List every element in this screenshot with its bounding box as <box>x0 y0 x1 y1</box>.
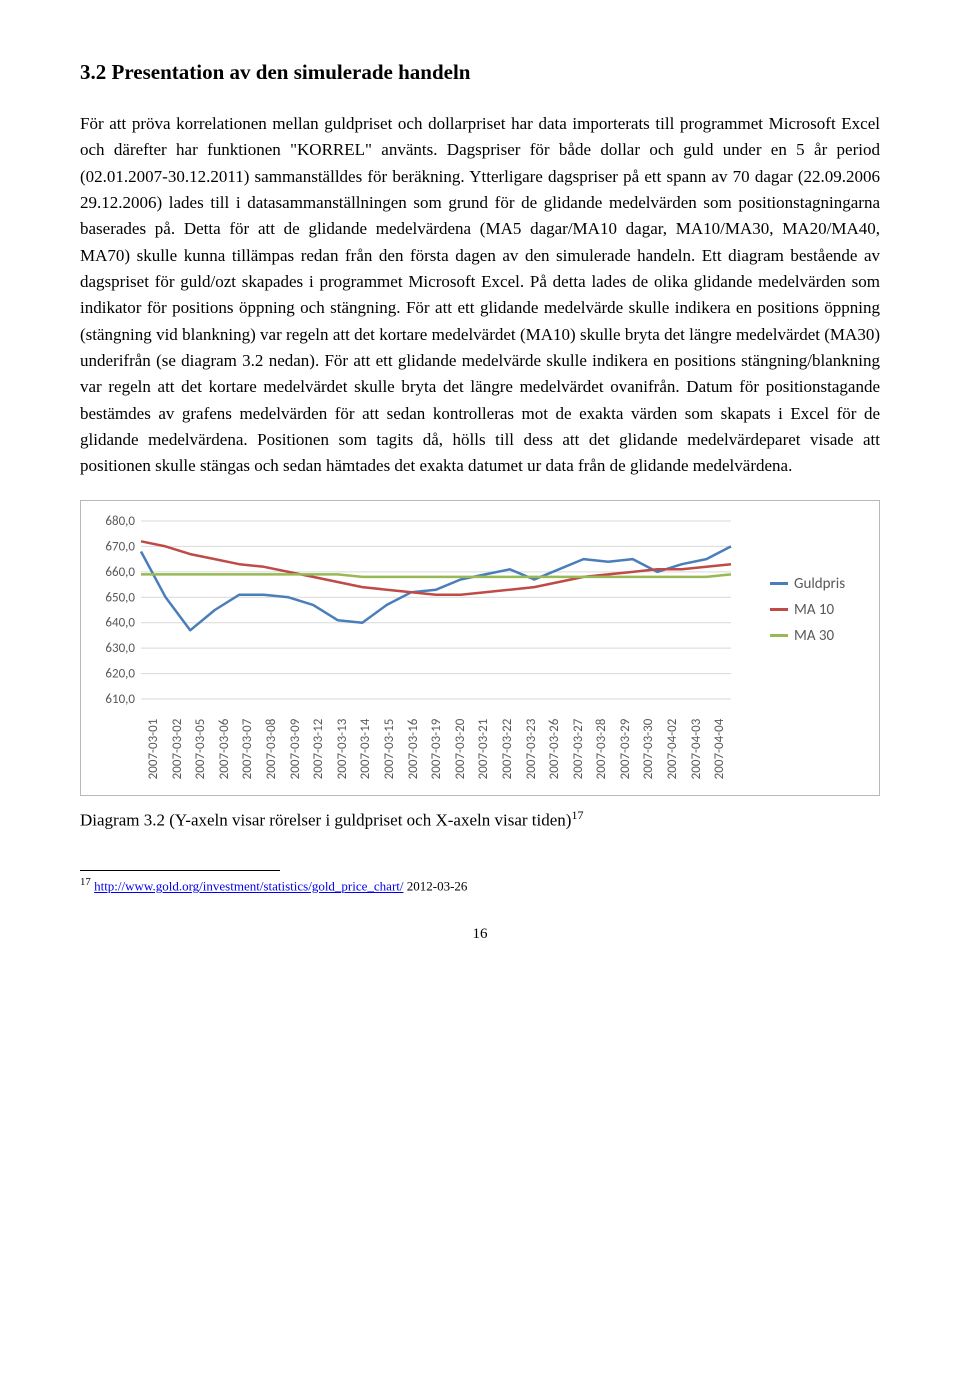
svg-text:630,0: 630,0 <box>105 641 135 656</box>
svg-text:660,0: 660,0 <box>105 565 135 580</box>
svg-text:640,0: 640,0 <box>105 616 135 631</box>
footnote-link[interactable]: http://www.gold.org/investment/statistic… <box>94 879 403 894</box>
svg-text:610,0: 610,0 <box>105 692 135 705</box>
legend-item: MA 10 <box>770 601 865 619</box>
svg-text:650,0: 650,0 <box>105 590 135 605</box>
footnote-separator <box>80 870 280 871</box>
caption-text: Diagram 3.2 (Y-axeln visar rörelser i gu… <box>80 810 571 829</box>
svg-text:670,0: 670,0 <box>105 539 135 554</box>
x-axis-tick-label: 2007-04-04 <box>679 737 759 761</box>
chart-container: 680,0 670,0 660,0 650,0 640,0 630,0 620,0 610,0… <box>95 515 865 705</box>
svg-text:680,0: 680,0 <box>105 515 135 529</box>
line-chart: 680,0 670,0 660,0 650,0 640,0 630,0 620,0 610,0 <box>95 515 762 705</box>
legend-label: MA 10 <box>794 601 834 619</box>
page-number: 16 <box>80 926 880 943</box>
chart-wrapper: 680,0 670,0 660,0 650,0 640,0 630,0 620,0 610,0… <box>80 500 880 796</box>
legend-item: Guldpris <box>770 575 865 593</box>
footnote-date: 2012-03-26 <box>404 879 468 894</box>
chart-x-axis-labels: 2007-03-012007-03-022007-03-052007-03-06… <box>95 709 865 789</box>
footnote: 17 http://www.gold.org/investment/statis… <box>80 875 880 895</box>
legend-item: MA 30 <box>770 627 865 645</box>
legend-label: Guldpris <box>794 575 845 593</box>
section-heading: 3.2 Presentation av den simulerade hande… <box>80 60 880 85</box>
chart-legend: Guldpris MA 10 MA 30 <box>762 515 865 705</box>
footnote-number: 17 <box>80 876 91 888</box>
caption-footnote-ref: 17 <box>571 808 583 822</box>
chart-caption: Diagram 3.2 (Y-axeln visar rörelser i gu… <box>80 808 880 831</box>
legend-swatch <box>770 582 788 585</box>
body-paragraph: För att pröva korrelationen mellan guldp… <box>80 111 880 480</box>
svg-text:620,0: 620,0 <box>105 666 135 681</box>
legend-swatch <box>770 634 788 637</box>
legend-swatch <box>770 608 788 611</box>
legend-label: MA 30 <box>794 627 834 645</box>
